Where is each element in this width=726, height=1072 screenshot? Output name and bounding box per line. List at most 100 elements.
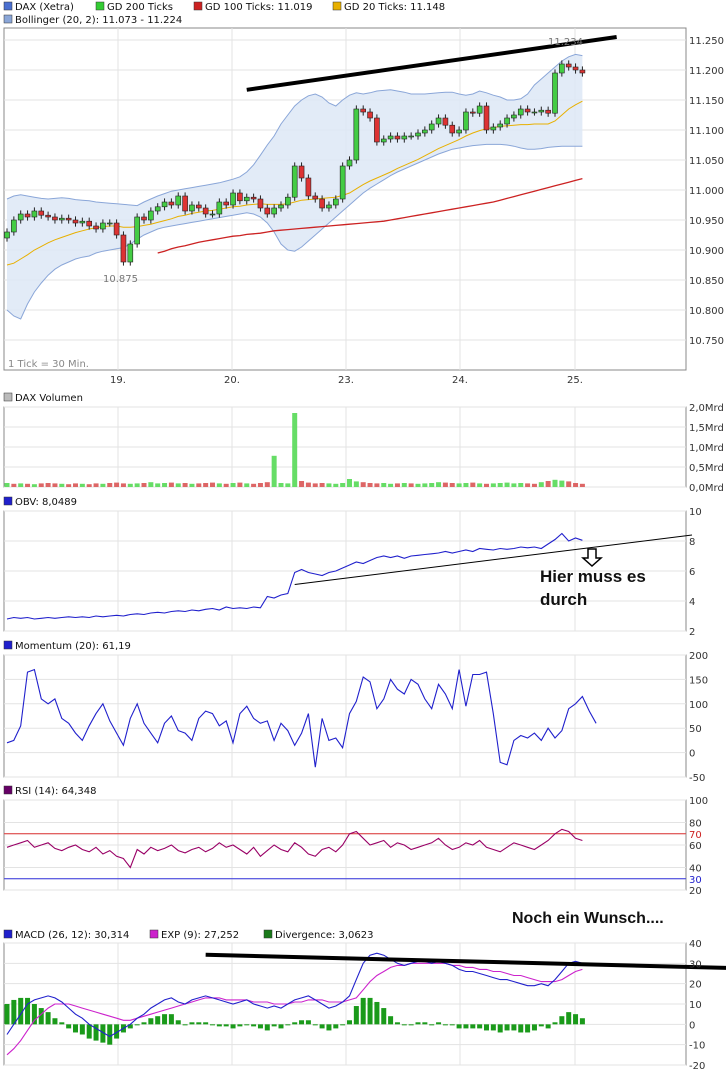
volume-y-tick-4: 0,0Mrd [689,483,724,494]
rsi-y-tick-1: 80 [689,819,702,830]
divergence-bar-52 [360,997,366,1025]
volume-bar-24 [168,482,174,487]
candle-body-35 [243,196,250,202]
rsi-y-tick-2: 70 [689,830,702,841]
volume-bar-33 [230,483,236,487]
volume-bar-11 [79,483,85,487]
divergence-bar-19 [134,1024,140,1026]
candle-body-11 [79,220,86,224]
momentum-gridlines [4,654,686,778]
divergence-bar-71 [490,1024,496,1031]
volume-bar-20 [141,483,147,487]
divergence-bar-77 [531,1024,537,1031]
price-panel: DAX (Xetra) GD 200 Ticks GD 100 Ticks: 1… [3,1,724,386]
obv-panel: OBV: 8,0489 10 8 6 4 2 Hier muss es durch [3,496,702,638]
price-x-tick-1: 20. [224,375,240,386]
divergence-bar-3 [25,997,31,1025]
candle-body-31 [216,201,223,215]
candle-body-62 [428,123,435,131]
divergence-bar-49 [340,1024,346,1026]
candle-body-83 [572,66,579,71]
divergence-bar-32 [223,1024,229,1027]
momentum-y-tick-0: 200 [689,651,708,662]
volume-bar-38 [264,482,270,487]
volume-bar-41 [285,483,291,487]
price-y-tick-0: 11.250 [689,36,724,47]
candle-body-24 [168,201,175,206]
rsi-y-tick-0: 100 [689,796,708,807]
candle-body-39 [271,207,277,215]
divergence-bar-42 [292,1022,298,1025]
volume-bar-79 [545,481,551,487]
legend-label-dax: DAX (Xetra) [15,2,74,13]
candle-body-60 [415,132,421,137]
divergence-bar-73 [504,1024,510,1031]
legend-swatch-gd100 [193,1,203,11]
divergence-bar-2 [18,997,24,1025]
volume-bar-40 [278,483,284,487]
volume-y-tick-0: 2,0Mrd [689,403,724,414]
candle-body-41 [285,196,291,206]
candle-body-26 [182,195,188,212]
obv-y-tick-labels: 10 8 6 4 2 [689,507,702,638]
candle-body-66 [456,129,462,134]
volume-bar-42 [292,413,298,487]
tick-interval-note: 1 Tick = 30 Min. [8,359,89,370]
legend-label-gd200: GD 200 Ticks [107,2,173,13]
volume-y-tick-1: 1,5Mrd [689,423,724,434]
divergence-bar-25 [175,1020,181,1025]
volume-bar-58 [401,483,407,487]
rsi-line [6,828,583,869]
divergence-bar-29 [203,1022,209,1025]
candle-body-27 [189,204,195,212]
momentum-series [6,668,597,768]
price-y-tick-2: 11.150 [689,96,724,107]
volume-bar-82 [566,481,572,487]
volume-bar-4 [31,484,37,487]
candle-body-12 [86,220,92,227]
candle-body-55 [380,138,387,143]
volume-bar-34 [237,482,243,487]
candle-body-9 [65,217,72,221]
candle-body-52 [360,108,367,113]
candle-body-47 [326,204,332,209]
divergence-bar-50 [347,1020,352,1025]
divergence-bar-67 [463,1024,469,1029]
volume-bar-31 [216,483,222,487]
candle-body-32 [223,201,229,206]
volume-bar-81 [559,480,565,487]
rsi-y-tick-4: 40 [689,864,702,875]
candle-body-16 [113,222,120,236]
divergence-bar-83 [573,1014,579,1025]
candle-body-5 [38,210,45,216]
legend-swatch-rsi [3,785,13,795]
volume-bar-1 [11,483,17,487]
divergence-bar-8 [59,1022,65,1025]
volume-bar-78 [538,482,544,487]
candle-body-73 [504,117,510,125]
rsi-y-tick-3: 60 [689,841,702,852]
legend-label-bollinger: Bollinger (20, 2): 11.073 - 11.224 [15,15,182,26]
momentum-y-tick-3: 50 [689,724,702,735]
legend-label-gd100: GD 100 Ticks: 11.019 [205,2,313,13]
macd-y-tick-2: 20 [689,980,702,991]
divergence-bar-16 [114,1024,120,1039]
volume-bar-54 [374,483,380,487]
candle-body-77 [531,111,538,114]
divergence-bar-40 [278,1024,284,1029]
volume-bar-14 [100,483,106,487]
volume-bar-0 [4,483,10,487]
volume-bar-26 [182,483,188,487]
volume-bar-66 [456,483,462,487]
volume-bar-50 [347,479,352,487]
price-x-tick-4: 25. [567,375,583,386]
divergence-bar-47 [326,1024,332,1031]
bollinger-lower [6,143,583,320]
candle-body-6 [45,214,51,218]
rsi-series [6,828,583,869]
volume-bar-76 [525,483,531,487]
divergence-bar-13 [93,1024,99,1041]
divergence-bar-33 [230,1024,236,1029]
divergence-bar-60 [415,1022,421,1025]
